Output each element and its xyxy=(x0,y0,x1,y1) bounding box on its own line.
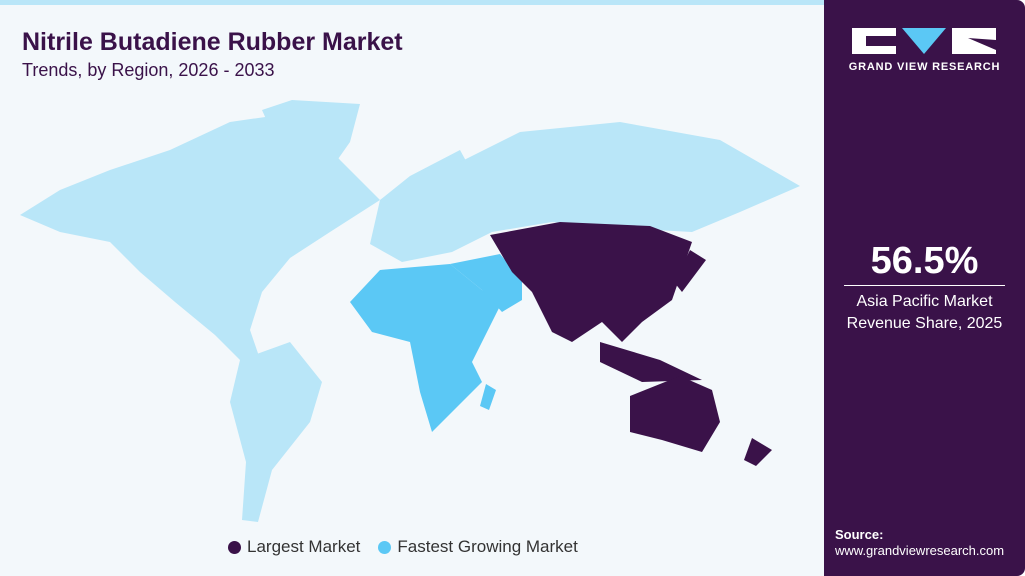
region-latin-america xyxy=(230,342,322,522)
legend-label-fastest: Fastest Growing Market xyxy=(397,537,578,556)
chart-area: Nitrile Butadiene Rubber Market Trends, … xyxy=(0,0,824,576)
sidebar-panel: GRAND VIEW RESEARCH 56.5% Asia Pacific M… xyxy=(824,0,1025,576)
logo-text: GRAND VIEW RESEARCH xyxy=(848,61,1001,73)
region-new-zealand xyxy=(744,438,772,466)
legend: Largest Market Fastest Growing Market xyxy=(228,537,578,557)
region-russia xyxy=(460,122,800,232)
stat-label: Asia Pacific Market Revenue Share, 2025 xyxy=(824,291,1025,335)
region-africa xyxy=(350,264,502,432)
region-middle-east xyxy=(450,254,522,312)
logo-shape xyxy=(902,28,946,54)
chart-title: Nitrile Butadiene Rubber Market xyxy=(22,28,403,56)
chart-subtitle: Trends, by Region, 2026 - 2033 xyxy=(22,60,275,80)
map-group-fastest xyxy=(350,254,522,432)
legend-item-fastest: Fastest Growing Market xyxy=(378,537,578,557)
map-group-other xyxy=(20,100,800,522)
region-australia xyxy=(630,376,720,452)
region-madagascar xyxy=(480,384,496,410)
divider xyxy=(844,285,1005,286)
world-map xyxy=(20,100,800,522)
logo-shape xyxy=(952,28,996,54)
top-accent-bar xyxy=(0,0,824,5)
legend-swatch-largest xyxy=(228,540,241,554)
region-asia-pacific xyxy=(490,222,692,342)
logo-shape xyxy=(852,28,896,54)
legend-label-largest: Largest Market xyxy=(247,537,361,556)
region-indonesia xyxy=(600,342,702,382)
stat-label-line-2: Revenue Share, 2025 xyxy=(846,315,1003,332)
legend-item-largest: Largest Market xyxy=(228,537,360,557)
region-japan xyxy=(674,250,706,292)
legend-swatch-fastest xyxy=(378,540,392,554)
source-label: Source: xyxy=(835,527,884,542)
source-url[interactable]: www.grandviewresearch.com xyxy=(835,543,1005,558)
map-group-largest xyxy=(490,222,772,466)
grand-view-research-logo xyxy=(852,28,996,54)
stat-value: 56.5% xyxy=(870,240,979,282)
region-europe xyxy=(370,150,492,262)
region-greenland xyxy=(262,100,360,196)
stat-label-line-1: Asia Pacific Market xyxy=(856,293,993,310)
